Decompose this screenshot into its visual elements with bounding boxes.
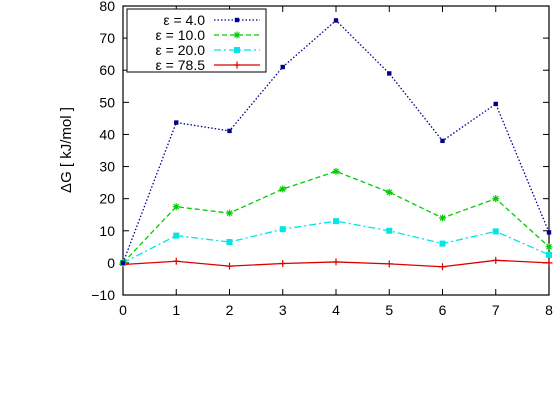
data-point [227,128,232,134]
data-point [279,226,286,233]
x-tick-label: 6 [439,302,447,318]
data-point [439,240,446,247]
series-4 [119,256,553,271]
y-tick-label: 60 [99,62,115,78]
data-point [440,138,445,144]
data-point [279,185,287,193]
data-point [492,256,500,264]
data-point [174,120,179,125]
x-tick-label: 0 [119,302,127,318]
data-point [333,218,339,225]
x-tick-label: 8 [545,302,553,318]
x-tick-label: 5 [385,302,393,318]
data-point [226,209,233,217]
data-point [493,101,498,107]
y-tick-label: 0 [107,255,115,271]
data-point [279,260,287,268]
series-1 [120,18,552,266]
y-tick-label: 80 [99,0,115,14]
series-layer [119,18,553,271]
data-point [280,64,285,70]
y-tick-label: 50 [99,94,115,110]
y-tick-label: −10 [91,287,115,303]
data-point [545,259,553,267]
legend-marker [234,47,240,53]
x-tick-label: 3 [279,302,287,318]
data-point [386,227,393,234]
y-tick-label: 30 [99,159,115,175]
legend-label: ε = 4.0 [163,12,205,28]
data-point [439,263,446,271]
data-point [226,239,233,246]
data-point [332,258,340,266]
legend-label: ε = 78.5 [156,57,206,73]
series-line [122,170,550,264]
data-point [387,71,392,76]
y-tick-label: 70 [99,30,115,46]
y-tick-label: 20 [99,191,115,207]
y-axis-title: ΔG [ kJ/mol ] [58,107,75,193]
series-line [122,220,550,264]
data-point [385,260,393,268]
y-tick-label: 40 [99,126,115,142]
x-tick-label: 7 [492,302,500,318]
legend-marker [233,61,241,69]
data-point [120,260,126,266]
data-point [439,214,446,222]
data-point [172,203,180,211]
legend-marker [234,17,240,23]
x-tick-label: 1 [172,302,180,318]
legend-label: ε = 20.0 [156,42,206,58]
data-point [226,262,233,270]
data-point [173,232,180,239]
legend-label: ε = 10.0 [156,27,206,43]
x-tick-label: 2 [226,302,234,318]
data-point [492,228,499,235]
data-point [545,243,553,251]
data-point [546,251,552,258]
data-point [546,230,552,235]
x-tick-label: 4 [332,302,340,318]
legend: ε = 4.0ε = 10.0ε = 20.0ε = 78.5 [126,8,267,73]
data-point [333,18,339,23]
data-point [332,167,340,175]
y-tick-label: 10 [99,223,115,239]
data-point [172,257,180,265]
data-point [385,188,393,196]
legend-marker [233,31,241,39]
data-point [492,195,500,203]
series-2 [119,167,553,267]
